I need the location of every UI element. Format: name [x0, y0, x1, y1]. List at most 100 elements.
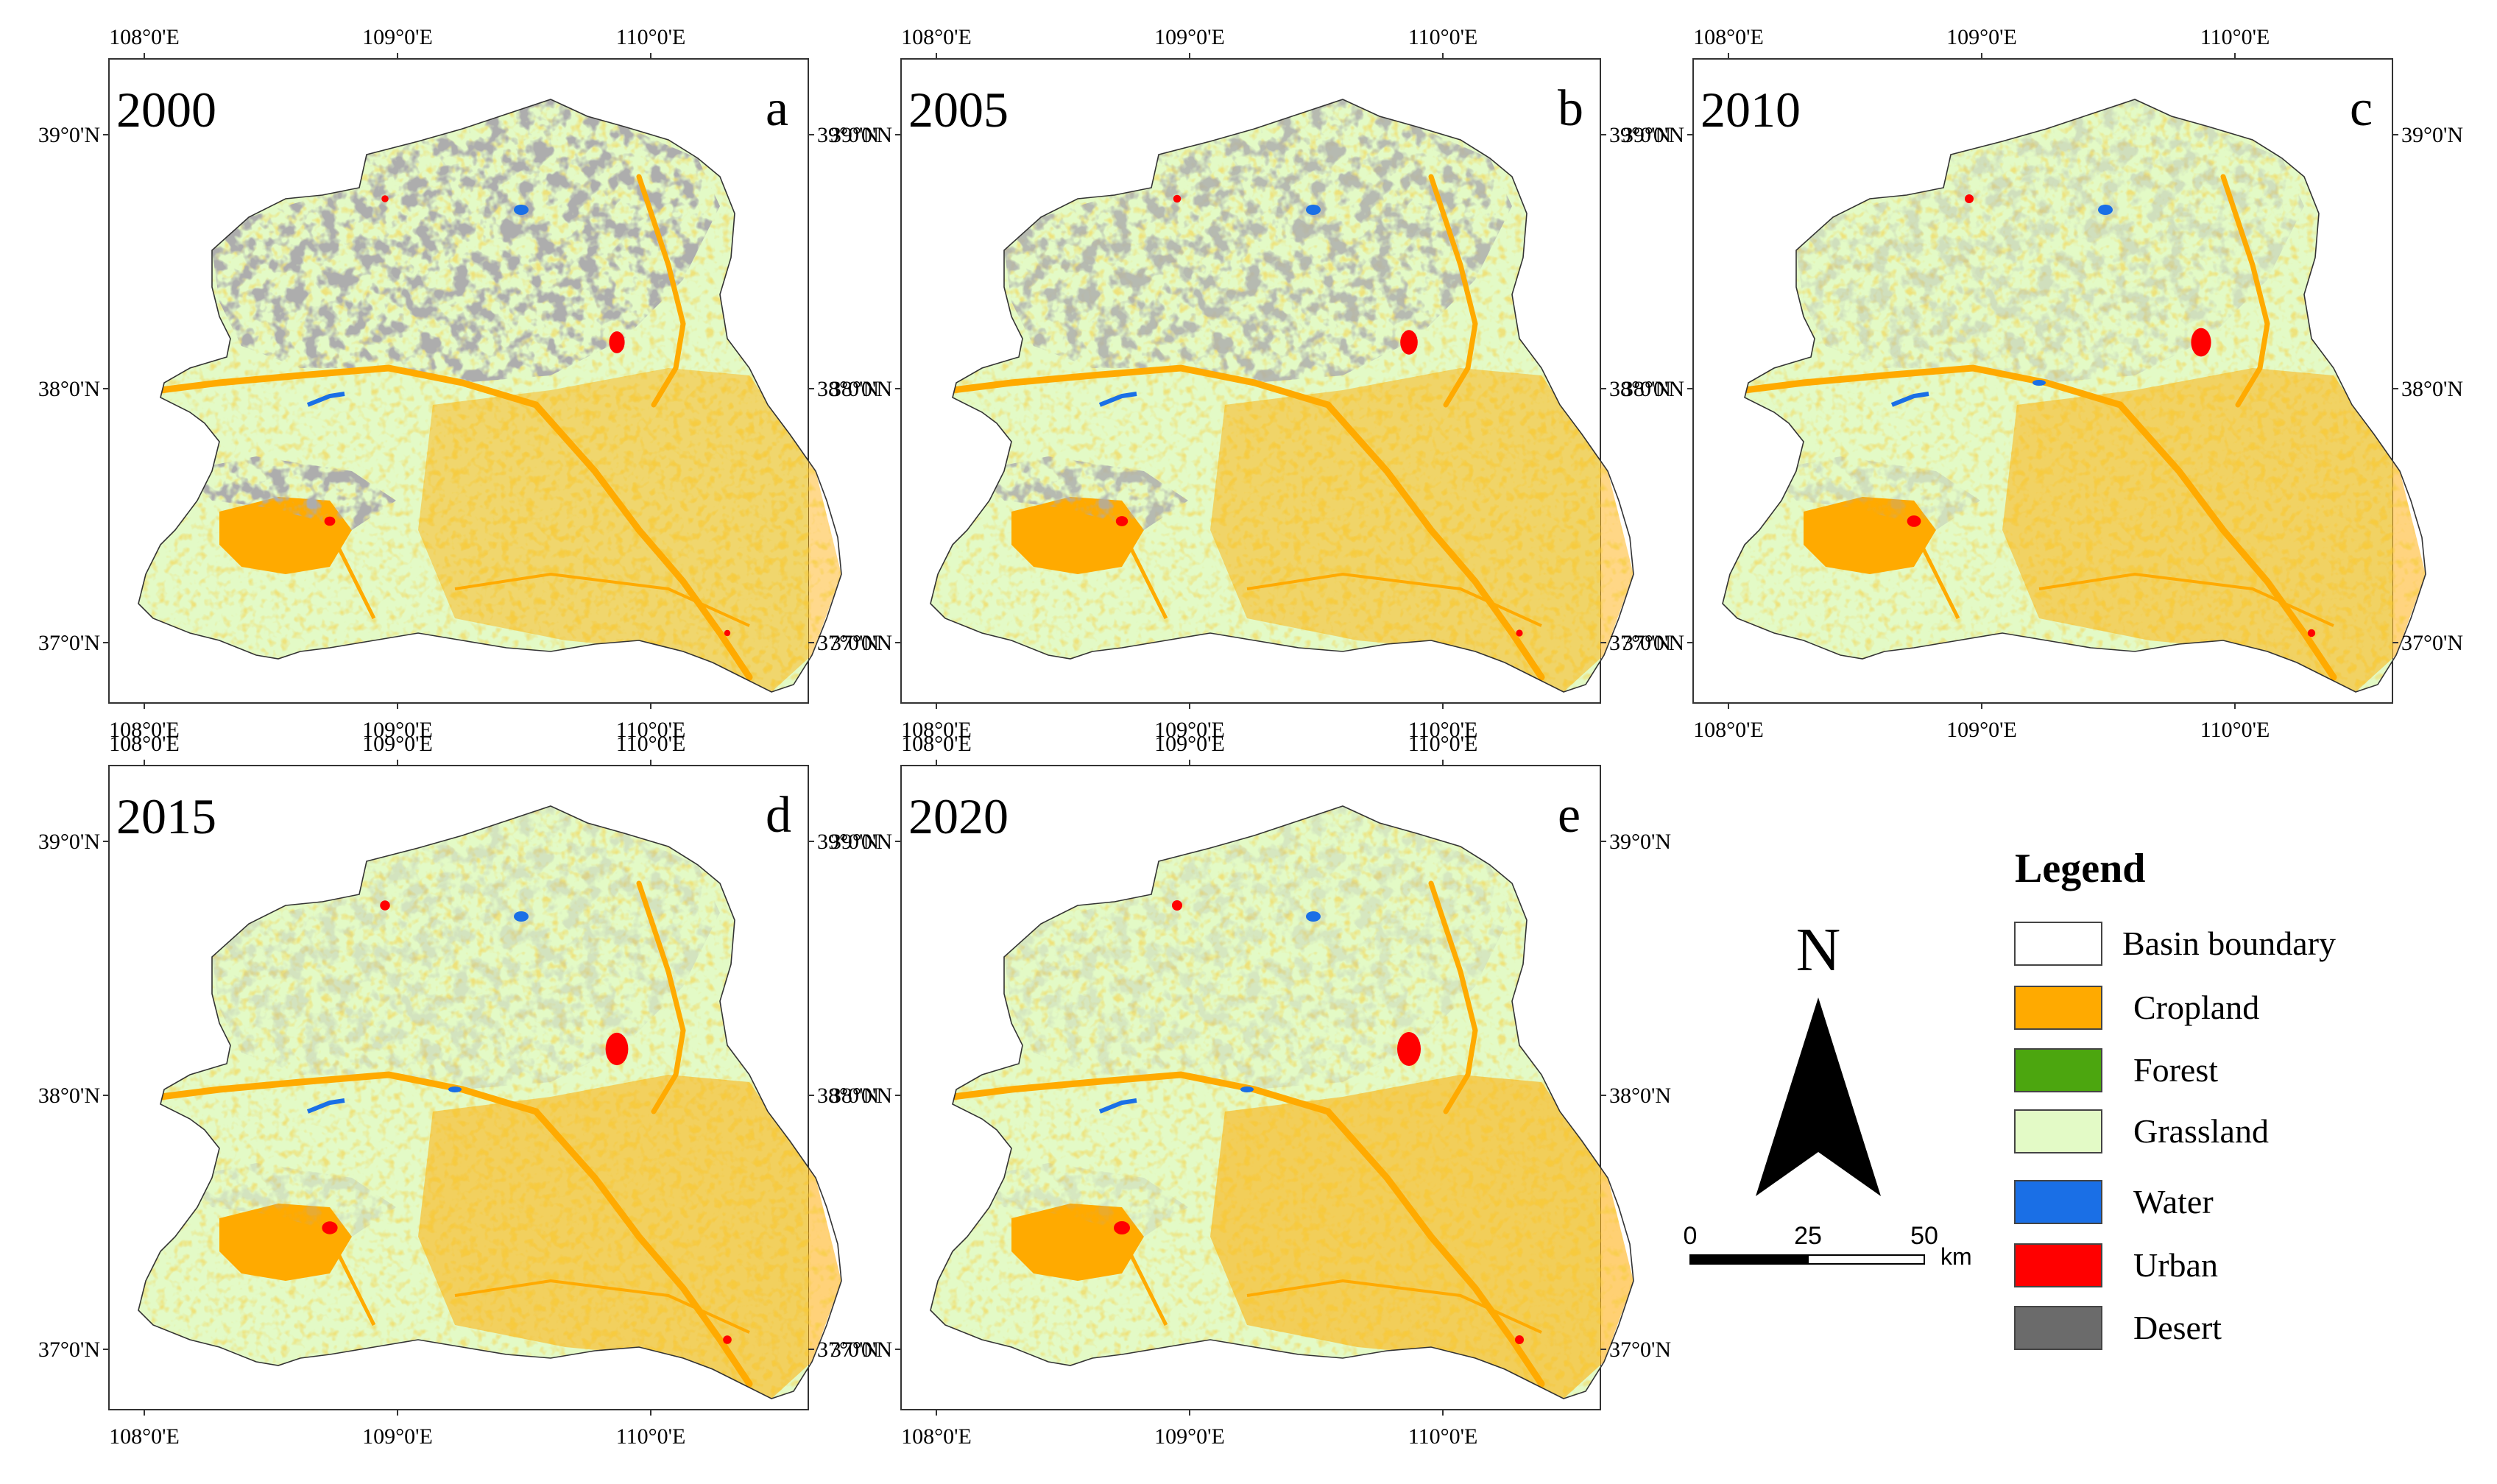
basin-boundary [930, 805, 1634, 1399]
river-cropland-north [2220, 174, 2270, 408]
river-cropland-south [454, 572, 750, 627]
panel-year: 2010 [1700, 82, 1801, 138]
urban-yulin [609, 331, 625, 353]
map-panel-a: 2000 a 108°0'E 108°0'E 109°0'E 109°0'E 110°0'E… [38, 25, 879, 742]
water-reservoir-central [2032, 380, 2046, 386]
desert-north [1004, 99, 1512, 383]
lat-label-left: 38°0'N [1622, 377, 1684, 401]
lat-label-right: 39°0'N [817, 123, 879, 147]
river-cropland-sw [328, 1235, 376, 1326]
lon-label-top: 108°0'E [901, 732, 972, 756]
map-panel-e: 2020 e 108°0'E 108°0'E 109°0'E 109°0'E 110°0'E… [830, 732, 1671, 1449]
lon-label-bottom: 109°0'E [362, 1424, 433, 1449]
cropland-southeast-texture [1210, 368, 1634, 692]
desert-north [1004, 806, 1512, 1089]
map-panel-c: 2010 c 108°0'E 108°0'E 109°0'E 109°0'E 110°0'E… [1622, 25, 2463, 742]
water-lake-north [2098, 205, 2113, 215]
urban-southwest [1907, 515, 1921, 527]
legend-swatch [2014, 1109, 2102, 1153]
river-cropland-south [1246, 1279, 1542, 1334]
lon-label-top: 109°0'E [1154, 25, 1225, 49]
water-lake-north [1306, 911, 1321, 922]
river-cropland-sw [1120, 529, 1168, 620]
basin-landcover [930, 99, 1634, 692]
water-lake-north [514, 205, 529, 215]
urban-north [381, 195, 389, 202]
river-cropland-main [157, 364, 753, 681]
river-cropland-main [949, 364, 1545, 681]
lat-label-right: 38°0'N [817, 377, 879, 401]
desert-southwest [975, 456, 1188, 530]
lat-label-left: 37°0'N [830, 1338, 892, 1362]
lon-label-bottom: 110°0'E [2200, 718, 2270, 742]
basin-boundary [138, 99, 842, 693]
lat-label-left: 38°0'N [38, 377, 100, 401]
lon-label-top: 109°0'E [362, 25, 433, 49]
lon-label-bottom: 110°0'E [616, 718, 686, 742]
lat-label-left: 38°0'N [38, 1084, 100, 1108]
legend-swatch [2014, 1306, 2102, 1350]
water-reservoir-west [306, 1098, 345, 1114]
lat-label-left: 38°0'N [830, 377, 892, 401]
legend-swatch [2014, 986, 2102, 1030]
urban-yulin [1400, 330, 1418, 355]
north-arrow-icon [1756, 997, 1881, 1196]
river-cropland-north [636, 174, 686, 408]
urban-yulin [2191, 328, 2211, 357]
cropland-southeast-texture [418, 1075, 841, 1399]
scale-tick-label: 50 [1910, 1222, 1938, 1250]
cropland-southeast-texture [2002, 368, 2426, 692]
water-reservoir-west [1098, 392, 1137, 407]
panel-letter: c [2350, 80, 2373, 137]
lon-label-top: 110°0'E [2200, 25, 2270, 49]
lon-label-top: 110°0'E [616, 732, 686, 756]
lat-label-right: 37°0'N [817, 631, 879, 655]
lon-label-bottom: 108°0'E [109, 1424, 180, 1449]
lon-label-bottom: 109°0'E [1154, 718, 1225, 742]
lon-label-bottom: 110°0'E [1408, 718, 1478, 742]
river-cropland-north [1428, 174, 1478, 408]
lat-label-left: 39°0'N [38, 830, 100, 854]
water-reservoir-central [448, 1086, 462, 1092]
desert-patches [183, 806, 720, 1237]
lon-label-top: 110°0'E [616, 25, 686, 49]
urban-southwest [1115, 516, 1129, 526]
lon-label-bottom: 109°0'E [362, 718, 433, 742]
legend-label: Grassland [2133, 1112, 2269, 1150]
lon-label-top: 110°0'E [1408, 732, 1478, 756]
lat-label-right: 39°0'N [1609, 830, 1671, 854]
lon-label-bottom: 110°0'E [616, 1424, 686, 1449]
water-lake-north [1306, 205, 1321, 215]
panel-year: 2000 [116, 82, 216, 138]
basin-landcover [930, 806, 1634, 1399]
urban-southeast [1516, 629, 1523, 637]
lat-label-right: 39°0'N [2401, 123, 2463, 147]
river-cropland-sw [1912, 529, 1960, 620]
river-cropland-main [157, 1071, 753, 1388]
lon-label-top: 108°0'E [109, 25, 180, 49]
urban-southeast [1515, 1335, 1524, 1344]
urban-southwest [324, 516, 336, 526]
river-cropland-south [1246, 572, 1542, 627]
lon-label-top: 110°0'E [1408, 25, 1478, 49]
river-cropland-south [2038, 572, 2334, 627]
urban-north [1172, 900, 1182, 911]
lat-label-left: 37°0'N [38, 1338, 100, 1362]
lat-label-right: 37°0'N [2401, 631, 2463, 655]
panel-year: 2005 [908, 82, 1009, 138]
map-panel-b: 2005 b 108°0'E 108°0'E 109°0'E 109°0'E 110°0'E… [830, 25, 1671, 742]
urban-southeast [2307, 629, 2316, 637]
lat-label-right: 38°0'N [2401, 377, 2463, 401]
desert-southwest [183, 1163, 396, 1237]
urban-southwest [322, 1221, 338, 1234]
panel-letter: a [766, 80, 788, 137]
lat-label-right: 39°0'N [1609, 123, 1671, 147]
lon-label-top: 108°0'E [109, 732, 180, 756]
cropland-southeast-texture [1210, 1075, 1634, 1399]
desert-southwest [183, 456, 396, 530]
lon-label-top: 109°0'E [362, 732, 433, 756]
legend-label: Urban [2133, 1246, 2218, 1284]
lon-label-bottom: 109°0'E [1154, 1424, 1225, 1449]
